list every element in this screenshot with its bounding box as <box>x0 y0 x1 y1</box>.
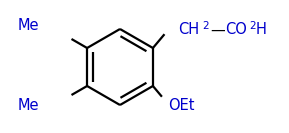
Text: CO: CO <box>225 22 247 38</box>
Text: Me: Me <box>18 97 40 113</box>
Text: —: — <box>210 22 225 38</box>
Text: OEt: OEt <box>168 99 194 113</box>
Text: 2: 2 <box>202 21 209 31</box>
Text: Me: Me <box>18 18 40 32</box>
Text: 2: 2 <box>249 21 256 31</box>
Text: CH: CH <box>178 22 199 38</box>
Text: H: H <box>256 22 267 38</box>
